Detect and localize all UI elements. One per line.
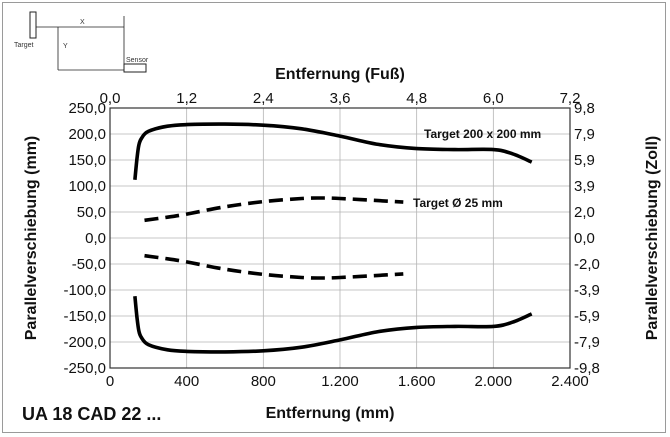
series	[133, 122, 533, 354]
setup-diagram: Target X Y Sensor	[14, 11, 149, 73]
series-label-large-target: Target 200 x 200 mm	[424, 127, 541, 141]
y-right-tick-label: -7,9	[574, 334, 600, 351]
y-tick-label: 50,0	[77, 204, 106, 221]
series-0-upper-line	[133, 122, 533, 180]
x-label: X	[80, 19, 85, 26]
y-axis-title-right: Parallelverschiebung (Zoll)	[644, 136, 661, 341]
y-tick-label: -200,0	[63, 334, 106, 351]
target-label: Target	[14, 42, 34, 49]
series-1-upper-line	[144, 196, 404, 223]
y-label: Y	[63, 43, 68, 50]
y-tick-label: -250,0	[63, 360, 106, 377]
x-tick-label: 800	[251, 373, 276, 390]
x-top-tick-label: 4,8	[406, 90, 427, 107]
y-right-tick-label: -2,0	[574, 256, 600, 273]
y-right-tick-label: -3,9	[574, 282, 600, 299]
plot-area	[109, 107, 571, 369]
x-top-tick-label: 0,0	[100, 90, 121, 107]
y-tick-label: -50,0	[72, 256, 106, 273]
y-tick-label: 100,0	[68, 178, 106, 195]
y-tick-label: -100,0	[63, 282, 106, 299]
series-1-lower-line	[144, 253, 404, 280]
sensor-label: Sensor	[126, 57, 149, 64]
x-top-tick-label: 1,2	[176, 90, 197, 107]
y-tick-label: 150,0	[68, 152, 106, 169]
y-right-tick-label: 0,0	[574, 230, 595, 247]
x-top-tick-label: 7,2	[560, 90, 581, 107]
model-name: UA 18 CAD 22 ...	[22, 404, 161, 424]
y-right-tick-label: 2,0	[574, 204, 595, 221]
y-tick-label: -150,0	[63, 308, 106, 325]
series-label-small-target: Target Ø 25 mm	[413, 196, 503, 210]
grid	[110, 108, 570, 368]
y-tick-label: 200,0	[68, 126, 106, 143]
y-right-tick-label: 3,9	[574, 178, 595, 195]
y-right-tick-label: 5,9	[574, 152, 595, 169]
x-tick-label: 400	[174, 373, 199, 390]
chart-frame	[2, 2, 666, 433]
y-tick-label: 0,0	[85, 230, 106, 247]
y-right-tick-label: -9,8	[574, 360, 600, 377]
x-top-tick-label: 2,4	[253, 90, 274, 107]
y-tick-label: 250,0	[68, 100, 106, 117]
x-tick-label: 2.000	[475, 373, 513, 390]
sensor-body	[123, 63, 147, 73]
x-top-tick-label: 6,0	[483, 90, 504, 107]
series-0-lower-line	[133, 296, 533, 354]
y-right-tick-label: -5,9	[574, 308, 600, 325]
x-axis-title-top: Entfernung (Fuß)	[275, 66, 405, 83]
tick-labels: 0 0,0 400 1,2 800 2,4 1.200 3,6 1.600 4,8 2.000 6,0…	[63, 90, 599, 390]
y-right-tick-label: 9,8	[574, 100, 595, 117]
x-tick-label: 1.600	[398, 373, 436, 390]
x-axis-title: Entfernung (mm)	[266, 405, 395, 422]
target-plate	[29, 11, 37, 39]
x-tick-label: 0	[106, 373, 114, 390]
x-tick-label: 1.200	[321, 373, 359, 390]
y-right-tick-label: 7,9	[574, 126, 595, 143]
y-axis-title: Parallelverschiebung (mm)	[23, 136, 40, 341]
x-top-tick-label: 3,6	[330, 90, 351, 107]
x-tick-label: 2.400	[551, 373, 589, 390]
